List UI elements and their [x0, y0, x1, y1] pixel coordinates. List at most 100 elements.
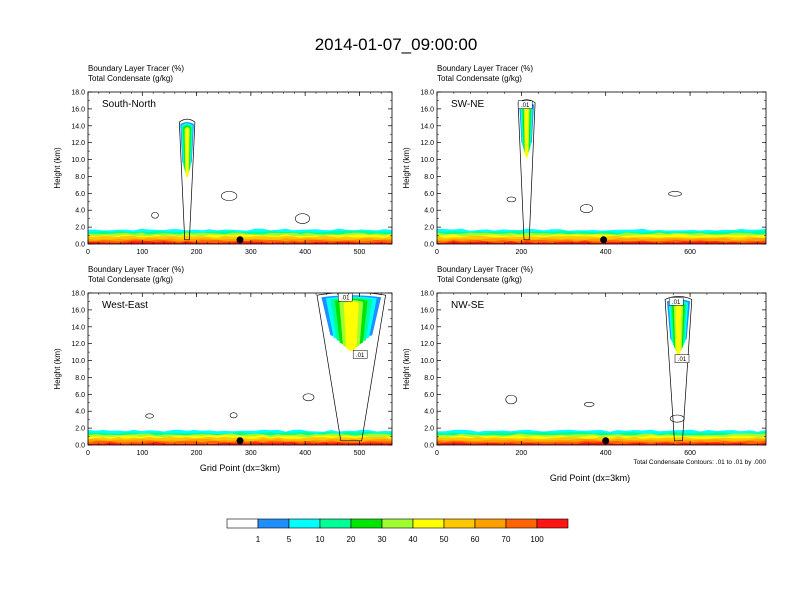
y-tick-label: 2.0 [424, 426, 434, 433]
condensate-contour-small [505, 394, 517, 405]
panel-name: South-North [102, 99, 156, 110]
location-marker [236, 236, 244, 244]
y-axis-label: Height (km) [53, 348, 62, 390]
y-tick-label: 0.0 [75, 242, 85, 249]
colorbar-swatch [381, 518, 414, 529]
y-tick-label: 4.0 [75, 208, 85, 215]
x-tick-label: 600 [684, 450, 696, 457]
panel-nw-se-label-2: Total Condensate (g/kg) [437, 275, 522, 284]
boundary-layer-band-8 [437, 241, 766, 244]
colorbar-label: 60 [471, 535, 480, 544]
x-tick-label: 100 [136, 249, 148, 256]
y-tick-label: 0.0 [424, 242, 434, 249]
contour-label: .01 [521, 103, 530, 109]
contour-label: .01 [356, 353, 365, 359]
colorbar-swatch [412, 518, 445, 529]
location-marker [236, 437, 244, 445]
panel-nw-se: Boundary Layer Tracer (%) Total Condensa… [402, 265, 767, 457]
y-axis-label: Height (km) [53, 147, 62, 189]
y-tick-label: 10.0 [420, 157, 434, 164]
condensate-contour-small [220, 191, 238, 201]
x-tick-label: 300 [245, 450, 257, 457]
colorbar-label: 20 [347, 535, 356, 544]
colorbar-swatch [226, 518, 259, 529]
y-tick-label: 8.0 [75, 375, 85, 382]
plot-west-east: .01 .01 West-East 0 100 200 300 400 500 0.0 2.0 4.0… [53, 291, 393, 457]
y-tick-label: 12.0 [420, 341, 434, 348]
colorbar-label: 50 [440, 535, 449, 544]
colorbar-swatch [505, 518, 538, 529]
colorbar: 1 5 10 20 30 40 50 60 70 100 [226, 518, 569, 544]
x-tick-label: 0 [86, 450, 90, 457]
y-tick-label: 16.0 [71, 106, 85, 113]
contour-note: Total Condensate Contours: .01 to .01 by… [633, 459, 766, 466]
x-tick-label: 0 [435, 249, 439, 256]
x-tick-label: 200 [516, 450, 528, 457]
contour-label-box [517, 100, 533, 109]
y-axis-label: Height (km) [402, 348, 411, 390]
colorbar-label: 40 [409, 535, 418, 544]
y-tick-label: 10.0 [71, 157, 85, 164]
colorbar-label: 5 [287, 535, 292, 544]
y-tick-label: 4.0 [424, 208, 434, 215]
condensate-contour-small [302, 393, 315, 402]
condensate-contour-small [506, 196, 517, 203]
y-tick-label: 18.0 [71, 90, 85, 97]
y-tick-label: 10.0 [71, 358, 85, 365]
condensate-contour-small [294, 213, 311, 224]
x-tick-label: 600 [684, 249, 696, 256]
colorbar-label: 1 [256, 535, 261, 544]
condensate-contour-small [229, 412, 238, 419]
panel-nw-se-label-1: Boundary Layer Tracer (%) [437, 265, 533, 274]
plot-frame [436, 292, 767, 446]
plume-layer-6 [524, 108, 529, 159]
colorbar-label: 70 [502, 535, 511, 544]
y-tick-label: 4.0 [424, 409, 434, 416]
y-tick-label: 14.0 [420, 324, 434, 331]
location-marker [600, 236, 608, 244]
colorbar-swatch [443, 518, 476, 529]
panel-name: NW-SE [451, 300, 484, 311]
x-tick-label: 200 [191, 249, 203, 256]
plume-layer-6 [675, 305, 682, 356]
boundary-layer-band-8 [437, 442, 766, 445]
y-tick-label: 18.0 [420, 90, 434, 97]
plot-area-1: .01 [437, 99, 766, 244]
y-tick-label: 14.0 [71, 123, 85, 130]
plot-nw-se: .01 .01 NW-SE 0 200 400 600 0.0 2.0 4.0 6.0 8.0 10.0… [402, 291, 767, 457]
panel-south-north: Boundary Layer Tracer (%) Total Condensa… [53, 64, 393, 256]
y-tick-label: 8.0 [424, 375, 434, 382]
plot-area-2: .01 .01 [88, 293, 392, 445]
colorbar-label: 100 [530, 535, 544, 544]
y-tick-label: 12.0 [420, 140, 434, 147]
panel-sw-ne-label-2: Total Condensate (g/kg) [437, 74, 522, 83]
x-tick-label: 100 [136, 450, 148, 457]
y-tick-label: 8.0 [75, 174, 85, 181]
x-tick-label: 400 [600, 249, 612, 256]
y-tick-label: 12.0 [71, 341, 85, 348]
condensate-contour [178, 118, 196, 241]
y-tick-label: 6.0 [424, 191, 434, 198]
contour-label: .01 [678, 357, 687, 363]
y-tick-label: 0.0 [75, 443, 85, 450]
plot-frame [436, 91, 767, 245]
condensate-contour-small [668, 191, 682, 197]
location-marker [602, 437, 610, 445]
x-tick-label: 400 [299, 249, 311, 256]
y-tick-label: 16.0 [420, 106, 434, 113]
condensate-contour-small [579, 204, 594, 214]
contour-label-box [352, 350, 368, 359]
x-tick-label: 300 [245, 249, 257, 256]
colorbar-label: 10 [316, 535, 325, 544]
contour-label-box [668, 297, 684, 306]
y-tick-label: 6.0 [424, 392, 434, 399]
condensate-contour-small [583, 402, 595, 407]
colorbar-swatch [257, 518, 290, 529]
plot-area-3: .01 .01 [437, 296, 766, 445]
x-axis-label-left: Grid Point (dx=3km) [200, 463, 280, 473]
y-tick-label: 0.0 [424, 443, 434, 450]
y-tick-label: 2.0 [75, 225, 85, 232]
x-tick-label: 0 [86, 249, 90, 256]
panel-name: SW-NE [451, 99, 484, 110]
